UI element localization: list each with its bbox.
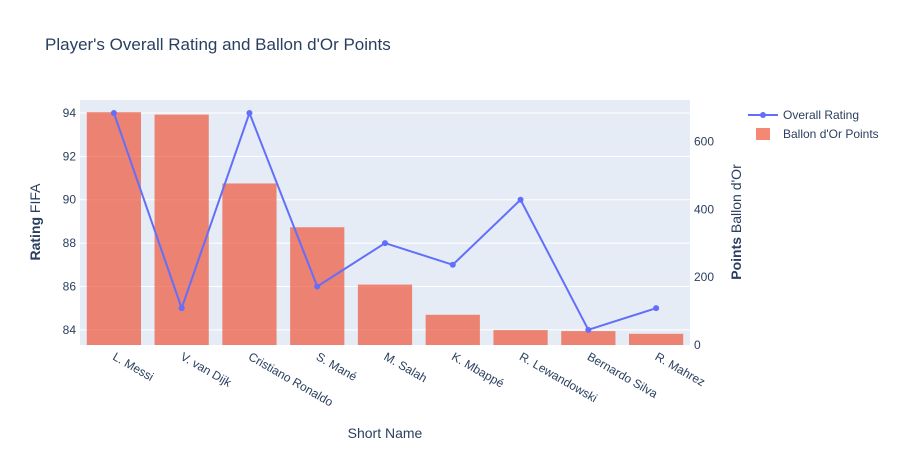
- line-point: [585, 326, 592, 333]
- line-point: [517, 196, 524, 203]
- bar: [86, 112, 141, 345]
- line-point: [246, 110, 253, 117]
- left-tick-label: 84: [63, 323, 77, 337]
- left-axis: 84 86 88 90 92 94: [63, 106, 77, 337]
- legend-line-marker: [760, 112, 766, 118]
- legend-label-overall-rating: Overall Rating: [783, 108, 859, 122]
- bar: [629, 333, 684, 345]
- x-tick-label: V. van Dijk: [178, 349, 235, 390]
- left-axis-title-rest: FIFA: [27, 183, 43, 213]
- line-point: [110, 110, 117, 117]
- line-series: [110, 110, 660, 333]
- line-point: [653, 305, 660, 312]
- bar: [425, 314, 480, 345]
- x-tick-label: R. Mahrez: [653, 349, 708, 389]
- left-axis-title: Rating FIFA: [27, 183, 43, 261]
- chart-title: Player's Overall Rating and Ballon d'Or …: [45, 35, 391, 54]
- bar: [357, 284, 413, 345]
- bar: [561, 331, 616, 345]
- legend-bar-symbol: [756, 128, 770, 140]
- left-tick-label: 94: [63, 106, 77, 120]
- x-tick-label: S. Mané: [314, 349, 360, 384]
- left-tick-label: 92: [63, 149, 77, 163]
- x-tick-label: L. Messi: [110, 349, 156, 383]
- bar: [222, 183, 277, 345]
- legend-label-ballon-dor-points: Ballon d'Or Points: [783, 127, 879, 141]
- left-tick-label: 88: [63, 236, 77, 250]
- right-axis-title: Points Ballon d'Or: [728, 164, 744, 280]
- legend-item-overall-rating[interactable]: Overall Rating: [748, 108, 859, 122]
- x-axis-title: Short Name: [348, 425, 423, 441]
- left-tick-label: 86: [63, 279, 77, 293]
- left-tick-label: 90: [63, 193, 77, 207]
- line-point: [178, 305, 185, 312]
- right-tick-label: 0: [694, 338, 701, 352]
- legend-item-ballon-dor-points[interactable]: Ballon d'Or Points: [756, 127, 879, 141]
- line-point: [449, 261, 456, 268]
- bar: [493, 330, 548, 345]
- right-tick-label: 400: [694, 202, 714, 216]
- right-tick-label: 600: [694, 134, 714, 148]
- line-point: [382, 240, 388, 247]
- left-axis-title-bold: Rating: [27, 217, 43, 261]
- right-axis-title-rest: Ballon d'Or: [728, 164, 744, 233]
- right-axis-title-bold: Points: [728, 237, 744, 280]
- right-tick-label: 200: [694, 270, 714, 284]
- right-axis: 0 200 400 600: [694, 134, 714, 352]
- x-tick-label: M. Salah: [382, 349, 430, 385]
- legend[interactable]: Overall Rating Ballon d'Or Points: [748, 108, 879, 141]
- x-tick-label: K. Mbappé: [449, 349, 507, 390]
- line-point: [314, 283, 321, 290]
